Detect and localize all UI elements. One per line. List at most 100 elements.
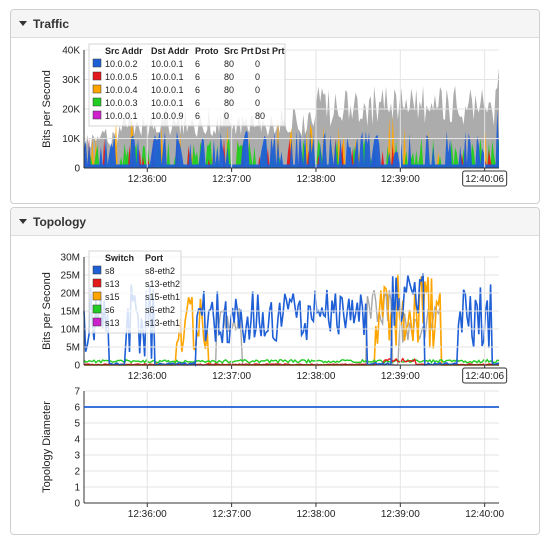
y-tick-label: 6: [74, 403, 80, 414]
y-axis-title: Bits per Second: [41, 70, 53, 148]
y-tick-label: 5: [74, 419, 80, 430]
hover-time-box: [462, 367, 508, 384]
x-tick-label: 12:39:00: [381, 174, 420, 185]
legend-cell: 10.0.0.9: [151, 111, 184, 121]
legend-cell: 10.0.0.1: [151, 59, 184, 69]
legend: Switch Port s8 s8-eth2 s13 s13-eth2 s15 s15-eth…: [88, 250, 182, 334]
legend-cell: s6-eth2: [145, 305, 175, 315]
x-tick-label: 12:37:00: [212, 509, 251, 520]
legend-cell: 6: [195, 85, 200, 95]
legend-swatch: [92, 71, 102, 81]
y-tick-label: 0: [74, 361, 80, 372]
legend-cell: 80: [224, 72, 234, 82]
traffic-chart: 0 10K 20K 30K 40K 12:36:00 12:37:00 12:38:00 12:…: [41, 43, 508, 187]
collapse-caret-icon: [19, 21, 27, 26]
legend-row: 10.0.0.5 10.0.0.1 6 80 0: [92, 71, 260, 82]
y-tick-label: 10K: [62, 134, 80, 145]
y-tick-label: 15M: [61, 307, 80, 318]
traffic-panel-header[interactable]: Traffic: [11, 10, 539, 38]
legend-swatch: [92, 317, 102, 327]
legend-swatch: [92, 304, 102, 314]
legend-cell: 6: [195, 72, 200, 82]
x-tick-label: 12:37:00: [212, 371, 251, 382]
legend-cell: 10.0.0.1: [151, 98, 184, 108]
topology-panel: Topology 0 5M 10M 15M 20M 25M 30M 12:36:00 12:37…: [10, 207, 540, 535]
x-tick-label: 12:40:06: [465, 174, 504, 185]
legend-row: s13 s13-eth2: [92, 278, 180, 289]
legend-cell: 6: [195, 59, 200, 69]
y-tick-label: 10M: [61, 325, 80, 336]
legend-header: Src Addr: [105, 46, 143, 56]
legend-swatch: [92, 278, 102, 288]
legend-swatch: [92, 110, 102, 120]
legend-cell: 10.0.0.5: [105, 72, 138, 82]
x-tick-label: 12:36:00: [128, 371, 167, 382]
topology-panel-header[interactable]: Topology: [11, 208, 539, 236]
legend-cell: s13: [105, 279, 120, 289]
legend-row: 10.0.0.1 10.0.0.9 6 0 80: [92, 110, 265, 121]
y-tick-label: 20M: [61, 289, 80, 300]
legend-cell: s8-eth2: [145, 266, 175, 276]
legend-cell: s13-eth2: [145, 279, 180, 289]
legend-cell: 80: [224, 98, 234, 108]
y-tick-label: 30M: [61, 253, 80, 264]
switch-port-chart: 0 5M 10M 15M 20M 25M 30M 12:36:00 12:37:00 12:38:…: [41, 250, 508, 520]
legend-row: s6 s6-eth2: [92, 304, 175, 315]
legend-box: [88, 43, 286, 127]
legend-cell: 6: [195, 98, 200, 108]
legend-cell: s13: [105, 318, 120, 328]
collapse-caret-icon: [19, 219, 27, 224]
legend-cell: s15-eth1: [145, 292, 180, 302]
legend-row: s13 s13-eth1: [92, 317, 180, 328]
y-tick-label: 2: [74, 467, 80, 478]
legend-row: 10.0.0.2 10.0.0.1 6 80 0: [92, 58, 260, 69]
legend-row: s15 s15-eth1: [92, 291, 180, 302]
legend-header: Dst Addr: [151, 46, 189, 56]
legend-swatch: [92, 291, 102, 301]
legend-cell: 10.0.0.1: [151, 72, 184, 82]
y-tick-label: 0: [74, 499, 80, 510]
traffic-panel: Traffic 0 10K 20K 30K 40K 12:36:00 12:37:00 12:…: [10, 9, 540, 204]
legend-header: Src Prt: [224, 46, 254, 56]
legend-row: 10.0.0.3 10.0.0.1 6 80 0: [92, 97, 260, 108]
legend-cell: 10.0.0.2: [105, 59, 138, 69]
x-tick-label: 12:36:00: [128, 509, 167, 520]
x-tick-label: 12:36:00: [128, 174, 167, 185]
legend: Src Addr Dst Addr Proto Src Prt Dst Prt 10.0.…: [88, 43, 286, 127]
x-tick-label: 12:37:00: [212, 174, 251, 185]
topology-panel-title: Topology: [33, 214, 87, 229]
legend-cell: 0: [255, 85, 260, 95]
x-tick-label: 12:38:00: [296, 174, 335, 185]
legend-cell: 6: [195, 111, 200, 121]
legend-swatch: [92, 58, 102, 68]
legend-swatch: [92, 97, 102, 107]
legend-row: 10.0.0.4 10.0.0.1 6 80 0: [92, 84, 260, 95]
y-tick-label: 25M: [61, 271, 80, 282]
legend-cell: 80: [255, 111, 265, 121]
legend-swatch: [92, 84, 102, 94]
legend-cell: 0: [224, 111, 229, 121]
legend-header: Switch: [105, 253, 134, 263]
legend-cell: 10.0.0.1: [105, 111, 138, 121]
x-tick-label: 12:38:00: [296, 371, 335, 382]
area-other-flows: [84, 67, 499, 168]
y-axis-title: Topology Diameter: [41, 401, 53, 493]
legend-cell: 10.0.0.4: [105, 85, 138, 95]
legend-header: Port: [145, 253, 163, 263]
x-tick-label: 12:38:00: [296, 509, 335, 520]
hover-time-box: [462, 170, 508, 187]
legend-cell: 80: [224, 85, 234, 95]
legend-header: Proto: [195, 46, 219, 56]
y-tick-label: 40K: [62, 46, 80, 57]
y-tick-label: 20K: [62, 105, 80, 116]
legend-cell: 0: [255, 72, 260, 82]
y-tick-label: 4: [74, 435, 80, 446]
legend-header: Dst Prt: [255, 46, 285, 56]
legend-box: [88, 250, 182, 334]
x-tick-label: 12:40:06: [465, 371, 504, 382]
area-flow-10.0.0.5: [84, 137, 499, 168]
y-tick-label: 5M: [66, 343, 80, 354]
x-tick-label: 12:39:00: [381, 371, 420, 382]
legend-row: s8 s8-eth2: [92, 265, 175, 276]
y-tick-label: 30K: [62, 75, 80, 86]
